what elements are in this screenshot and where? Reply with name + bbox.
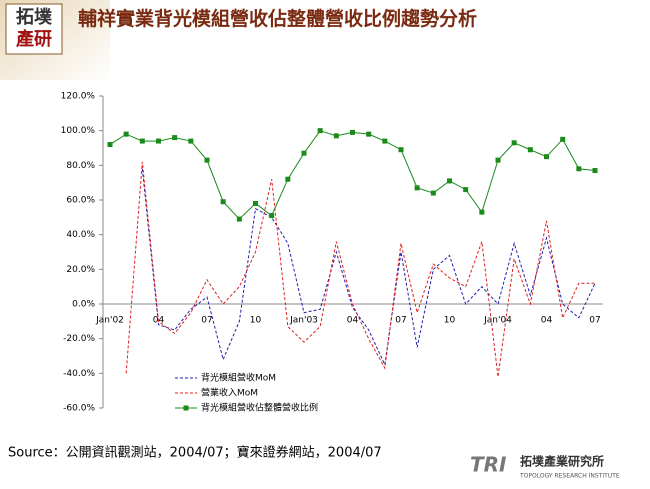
marker (236, 216, 242, 222)
marker (592, 168, 598, 174)
x-tick-label: 04 (347, 316, 359, 326)
marker (139, 138, 145, 144)
marker (544, 154, 549, 160)
legend-label: 營業收入MoM (201, 387, 258, 399)
marker (172, 135, 178, 141)
x-tick-label: 07 (201, 316, 212, 326)
marker (123, 131, 129, 137)
logo-box (5, 3, 63, 55)
footer-mark: TRI (470, 453, 507, 477)
y-tick-label: -20.0% (63, 334, 95, 344)
x-tick-label: 10 (444, 316, 456, 326)
marker (333, 133, 339, 139)
series-line (109, 130, 596, 220)
marker (527, 147, 533, 153)
marker (495, 157, 501, 163)
marker (269, 213, 275, 219)
marker (366, 131, 372, 137)
footer-sub: TOPOLOGY RESEARCH INSTITUTE (519, 473, 620, 480)
y-tick-label: 100.0% (61, 126, 96, 136)
marker (479, 209, 485, 215)
x-tick-label: Jan'03 (289, 316, 318, 326)
legend-label: 背光模組營收MoM (201, 372, 276, 384)
marker (398, 147, 404, 153)
marker (204, 157, 210, 163)
legend-label: 背光模組營收佔整體營收比例 (201, 402, 318, 414)
y-tick-label: 20.0% (66, 265, 95, 275)
y-tick-label: 120.0% (61, 92, 96, 102)
footer-name: 拓墣產業研究所 (520, 454, 604, 469)
marker (447, 178, 452, 184)
marker (463, 187, 469, 193)
x-tick-label: Jan'02 (95, 316, 124, 326)
marker (253, 200, 258, 206)
x-tick-label: 07 (395, 316, 406, 326)
source: Source：公開資訊觀測站，2004/07；寶來證券網站，2004/07 (8, 445, 382, 461)
y-tick-label: 60.0% (66, 196, 95, 206)
marker (350, 129, 355, 135)
x-tick-label: 10 (250, 316, 262, 326)
marker (285, 176, 291, 182)
marker (382, 138, 388, 144)
marker (576, 166, 582, 172)
marker (301, 150, 307, 156)
marker (188, 138, 194, 144)
logo-bottom: 產研 (16, 28, 52, 50)
y-tick-label: -60.0% (63, 404, 95, 414)
marker (317, 128, 323, 134)
title: 輔祥實業背光模組營收佔整體營收比例趨勢分析 (78, 7, 477, 30)
marker (430, 190, 436, 196)
x-tick-label: Jan'04 (483, 316, 512, 326)
marker (414, 185, 420, 191)
marker (156, 138, 161, 144)
marker (560, 136, 566, 142)
x-tick-label: 07 (589, 316, 600, 326)
y-tick-label: -40.0% (63, 369, 95, 379)
y-tick-label: 0.0% (72, 300, 95, 310)
marker (107, 142, 113, 148)
y-tick-label: 40.0% (66, 230, 95, 240)
series-line (141, 168, 596, 367)
series-line (125, 161, 595, 377)
plot: -60.0% -40.0% -20.0% 0.0% 20.0% 40.0% 60.0% 80.… (61, 92, 603, 414)
marker (511, 140, 517, 146)
x-tick-label: 04 (541, 316, 553, 326)
legend-marker (183, 405, 189, 411)
logo-top: 拓墣 (16, 6, 52, 28)
y-tick-label: 80.0% (66, 161, 95, 171)
marker (220, 199, 226, 205)
